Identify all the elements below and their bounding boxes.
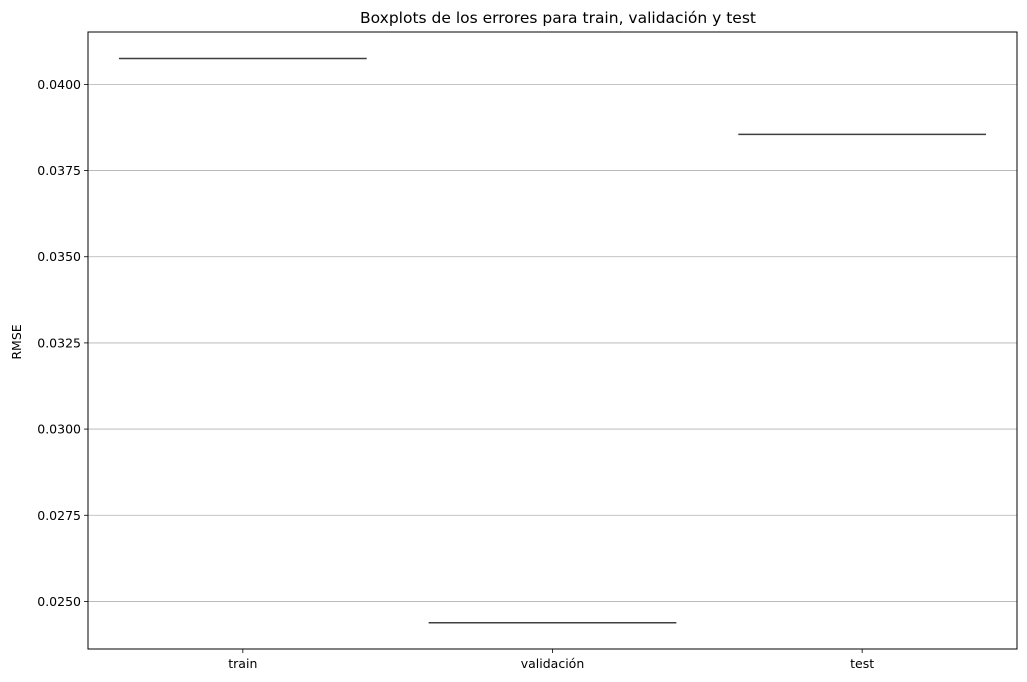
x-ticks: train validación test [228, 649, 874, 671]
y-ticks: 0.0250 0.0275 0.0300 0.0325 0.0350 0.0375 0.04… [37, 77, 88, 609]
grid-lines [88, 83, 1017, 602]
x-tick-label: test [850, 656, 874, 671]
y-tick-label: 0.0375 [37, 163, 81, 178]
y-tick-label: 0.0275 [37, 508, 81, 523]
y-axis-label: RMSE [9, 324, 24, 359]
x-tick-label: train [228, 656, 257, 671]
y-tick-label: 0.0400 [37, 77, 81, 92]
x-tick-label: validación [521, 656, 585, 671]
y-tick-label: 0.0325 [37, 335, 81, 350]
y-tick-label: 0.0350 [37, 249, 81, 264]
plot-frame [87, 31, 1018, 650]
y-tick-label: 0.0250 [37, 594, 81, 609]
y-tick-label: 0.0300 [37, 422, 81, 437]
chart-title: Boxplots de los errores para train, vali… [360, 9, 756, 27]
box-marks [118, 57, 987, 624]
